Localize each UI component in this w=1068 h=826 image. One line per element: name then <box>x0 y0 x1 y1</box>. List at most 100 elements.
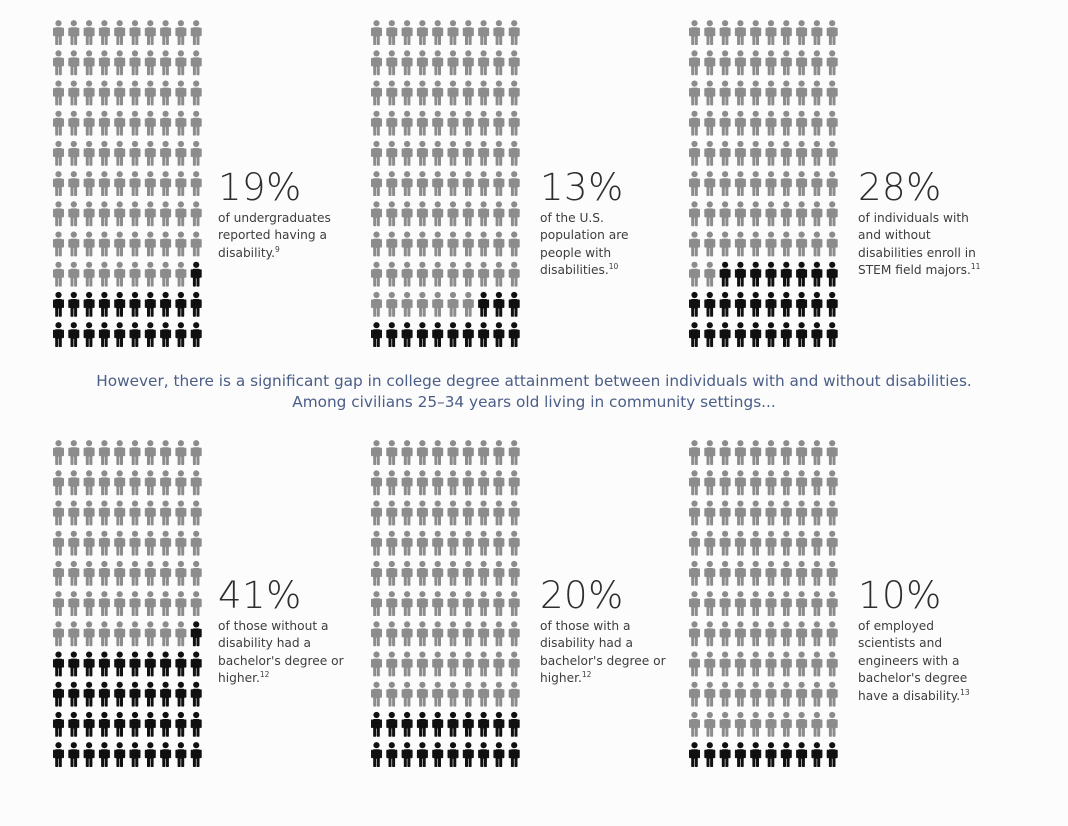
person-icon <box>689 201 700 227</box>
person-icon <box>68 140 80 166</box>
person-icon <box>447 500 459 526</box>
person-icon-highlighted <box>98 711 110 737</box>
person-icon <box>780 711 792 737</box>
person-icon <box>765 560 777 586</box>
person-icon-highlighted <box>144 711 156 737</box>
person-icon <box>780 621 792 647</box>
person-icon <box>53 560 64 586</box>
person-icon <box>780 140 792 166</box>
percentage-value: 13% <box>540 166 624 209</box>
person-icon <box>493 261 505 287</box>
person-icon <box>478 110 490 136</box>
person-icon <box>719 171 731 196</box>
person-icon-highlighted <box>190 322 202 347</box>
footnote-marker: 11 <box>970 262 981 272</box>
person-icon <box>750 681 762 707</box>
person-icon <box>371 50 382 76</box>
person-icon <box>447 651 459 677</box>
person-icon <box>114 50 126 76</box>
person-icon <box>416 591 428 616</box>
person-icon-highlighted <box>765 261 777 287</box>
person-icon <box>508 110 520 136</box>
person-icon <box>734 440 746 465</box>
person-icon <box>796 80 808 106</box>
person-icon <box>68 621 80 647</box>
person-icon <box>780 171 792 196</box>
person-icon <box>447 470 459 496</box>
person-icon <box>508 651 520 677</box>
person-icon <box>432 440 444 465</box>
person-icon <box>689 20 700 45</box>
person-icon <box>129 80 141 106</box>
person-icon <box>493 201 505 227</box>
person-icon <box>114 621 126 647</box>
person-icon <box>144 470 156 496</box>
person-icon <box>401 171 413 196</box>
person-icon <box>765 591 777 616</box>
person-icon <box>175 231 187 257</box>
person-icon-highlighted <box>704 322 716 347</box>
percentage-value: 28% <box>858 166 942 209</box>
person-icon-highlighted <box>129 742 141 767</box>
person-icon <box>719 140 731 166</box>
person-icon <box>704 50 716 76</box>
bridge-line-1: However, there is a significant gap in c… <box>96 372 972 390</box>
pictogram-grid <box>689 440 838 767</box>
person-icon <box>734 621 746 647</box>
person-icon-highlighted <box>719 322 731 347</box>
person-icon-highlighted <box>53 651 64 677</box>
person-icon <box>689 530 700 556</box>
person-icon-highlighted <box>719 261 731 287</box>
person-icon <box>478 681 490 707</box>
person-icon <box>780 681 792 707</box>
person-icon-highlighted <box>780 742 792 767</box>
person-icon <box>144 231 156 257</box>
person-icon <box>493 140 505 166</box>
person-icon-highlighted <box>114 291 126 317</box>
person-icon <box>478 530 490 556</box>
person-icon <box>98 261 110 287</box>
person-icon <box>704 261 716 287</box>
person-icon <box>750 201 762 227</box>
person-icon <box>416 560 428 586</box>
person-icon <box>478 80 490 106</box>
person-icon <box>796 440 808 465</box>
person-icon <box>508 681 520 707</box>
person-icon <box>144 20 156 45</box>
person-icon <box>704 621 716 647</box>
person-icon <box>175 171 187 196</box>
person-icon <box>811 201 823 227</box>
person-icon <box>416 20 428 45</box>
person-icon <box>386 140 398 166</box>
person-icon <box>462 231 474 257</box>
person-icon <box>704 470 716 496</box>
person-icon <box>719 530 731 556</box>
person-icon <box>765 171 777 196</box>
person-icon <box>432 261 444 287</box>
person-icon <box>401 530 413 556</box>
person-icon <box>719 651 731 677</box>
person-icon <box>447 110 459 136</box>
person-icon <box>689 440 700 465</box>
person-icon <box>416 470 428 496</box>
person-icon <box>719 110 731 136</box>
person-icon-highlighted <box>160 681 172 707</box>
person-icon-highlighted <box>68 681 80 707</box>
person-icon <box>750 560 762 586</box>
person-icon <box>689 500 700 526</box>
person-icon <box>447 261 459 287</box>
person-icon <box>160 621 172 647</box>
person-icon <box>478 201 490 227</box>
person-icon <box>386 20 398 45</box>
person-icon <box>129 50 141 76</box>
person-icon <box>493 110 505 136</box>
person-icon <box>689 681 700 707</box>
person-icon <box>190 500 202 526</box>
person-icon-highlighted <box>371 711 382 737</box>
person-icon-highlighted <box>386 711 398 737</box>
person-icon <box>704 560 716 586</box>
person-icon <box>98 201 110 227</box>
person-icon <box>114 560 126 586</box>
stat-text: of undergraduates reported having a disa… <box>218 211 331 260</box>
person-icon <box>401 621 413 647</box>
